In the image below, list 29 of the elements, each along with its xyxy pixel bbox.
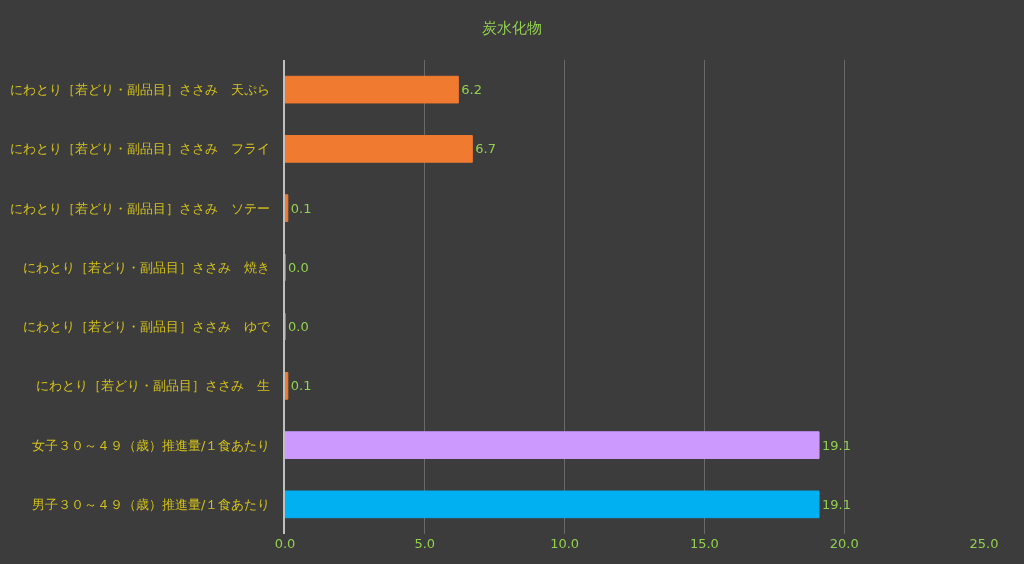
y-tick-label: にわとり［若どり・副品目］ささみ 生 [36, 378, 271, 394]
y-tick-label: にわとり［若どり・副品目］ささみ 天ぷら [10, 82, 271, 98]
bar [285, 372, 289, 400]
bar [285, 431, 820, 459]
y-tick-label: にわとり［若どり・副品目］ささみ 焼き [23, 259, 271, 275]
x-tick-label: 5.0 [414, 536, 436, 551]
x-tick-label: 15.0 [689, 536, 719, 551]
y-tick-label: 男子３０～４９（歳）推進量/１食あたり [32, 496, 271, 512]
bar [285, 75, 459, 104]
data-label: 6.2 [461, 82, 483, 98]
x-tick-label: 0.0 [274, 536, 296, 551]
y-tick-label: にわとり［若どり・副品目］ささみ ゆで [23, 319, 272, 335]
bar [285, 135, 473, 163]
bar [285, 490, 820, 519]
y-tick-label: にわとり［若どり・副品目］ささみ ソテー [10, 200, 271, 216]
data-label: 6.7 [475, 141, 497, 157]
x-tick-label: 20.0 [829, 536, 859, 551]
data-label: 19.1 [822, 496, 851, 512]
data-label: 0.0 [288, 319, 309, 335]
y-tick-label: 女子３０～４９（歳）推進量/１食あたり [32, 437, 271, 453]
x-tick-label: 25.0 [969, 536, 999, 551]
data-label: 0.1 [290, 200, 312, 216]
data-label: 19.1 [822, 437, 851, 453]
bar [285, 194, 289, 222]
data-label: 0.1 [290, 378, 312, 394]
y-tick-label: にわとり［若どり・副品目］ささみ フライ [10, 141, 271, 157]
chart-title: 炭水化物 [482, 19, 542, 38]
data-label: 0.0 [288, 259, 309, 275]
x-tick-label: 10.0 [550, 536, 580, 551]
